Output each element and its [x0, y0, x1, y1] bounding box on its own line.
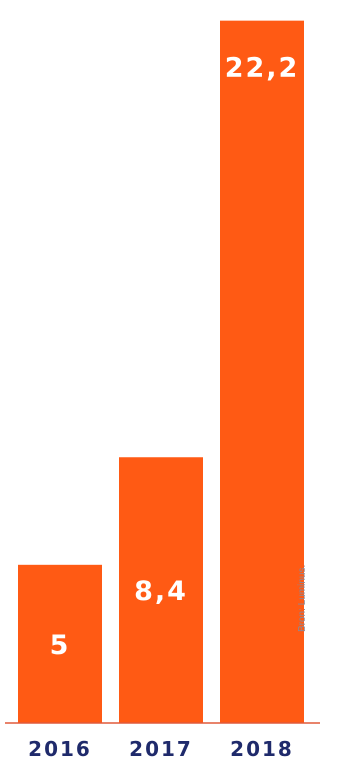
bar-2016 [18, 564, 102, 723]
value-label-2017: 8,4 [134, 576, 188, 607]
value-labels-group: 5 8,4 22,2 [50, 53, 300, 661]
bar-2017 [119, 457, 203, 723]
category-label-2018: 2018 [230, 737, 294, 761]
bar-2018 [220, 20, 304, 724]
value-label-2018: 22,2 [225, 53, 300, 84]
value-label-2016: 5 [50, 630, 71, 661]
category-labels-group: 2016 2017 2018 [28, 737, 294, 761]
source-note: Bron: Luminus. [297, 564, 308, 632]
bars-group [18, 20, 304, 724]
category-label-2016: 2016 [28, 737, 92, 761]
category-label-2017: 2017 [129, 737, 193, 761]
